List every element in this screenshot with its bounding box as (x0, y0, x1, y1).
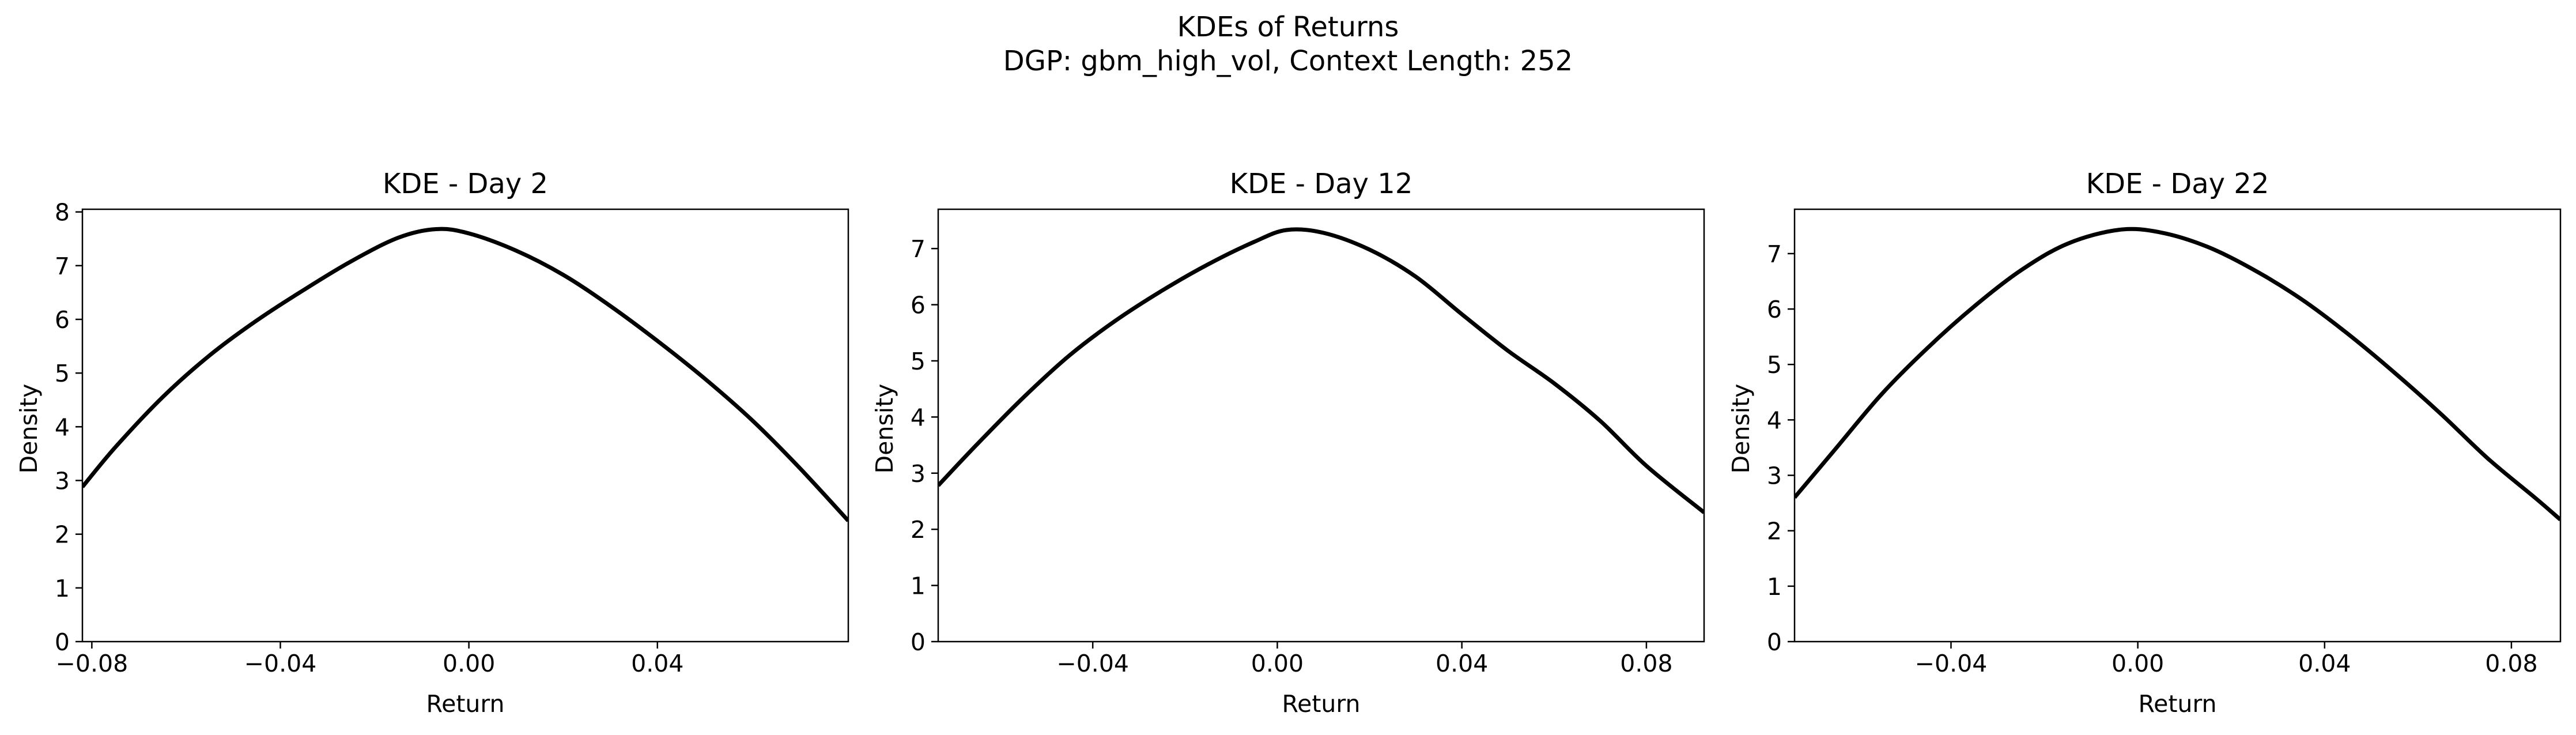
y-tick-label: 3 (55, 467, 70, 495)
y-tick-label: 6 (911, 292, 926, 319)
y-tick-label: 8 (55, 199, 70, 227)
y-tick-label: 3 (911, 460, 926, 488)
x-tick-label: 0.00 (2112, 650, 2164, 677)
kde-curve (938, 227, 1704, 514)
x-tick-label: −0.08 (56, 650, 129, 677)
x-tick-label: 0.00 (443, 650, 495, 677)
y-tick-label: 3 (1767, 462, 1782, 490)
figure-suptitle-line1: KDEs of Returns (1177, 11, 1399, 43)
y-tick-label: 7 (911, 235, 926, 263)
plot-frame (1793, 208, 2562, 643)
y-tick-label: 7 (1767, 240, 1782, 268)
x-tick-label: −0.04 (1915, 650, 1988, 677)
y-tick-label: 6 (55, 306, 70, 334)
x-tick-label: 0.04 (1436, 650, 1488, 677)
x-tick-label: 0.08 (2485, 650, 2537, 677)
y-tick-label: 0 (55, 628, 70, 656)
x-tick-label: 0.04 (2298, 650, 2351, 677)
y-tick-label: 2 (1767, 518, 1782, 545)
x-axis-label: Return (426, 690, 504, 718)
figure-suptitle-line2: DGP: gbm_high_vol, Context Length: 252 (1003, 45, 1573, 77)
plot-frame (81, 208, 849, 643)
y-tick-label: 5 (55, 360, 70, 387)
x-tick-label: 0.04 (631, 650, 683, 677)
panel-day-22: KDE - Day 22 Return Density −0.04 0.00 0.0… (1727, 168, 2562, 718)
x-axis-label: Return (2138, 690, 2216, 718)
plot-frame (937, 208, 1705, 643)
x-tick-label: −0.04 (244, 650, 317, 677)
kde-curve (82, 227, 848, 522)
x-axis-label: Return (1282, 690, 1360, 718)
y-tick-label: 7 (55, 252, 70, 280)
x-tick-label: 0.08 (1620, 650, 1672, 677)
y-tick-label: 4 (1767, 406, 1782, 434)
kde-curve (1795, 227, 2560, 522)
y-tick-label: 5 (911, 348, 926, 375)
panel-title: KDE - Day 22 (2086, 168, 2269, 200)
y-axis-label: Density (15, 384, 43, 474)
y-tick-label: 1 (1767, 573, 1782, 601)
y-tick-label: 4 (55, 413, 70, 441)
y-axis-label: Density (871, 384, 898, 474)
panel-title: KDE - Day 2 (383, 168, 548, 200)
y-tick-label: 0 (1767, 628, 1782, 656)
y-axis-label: Density (1727, 384, 1755, 474)
y-tick-label: 1 (911, 572, 926, 600)
panel-day-12: KDE - Day 12 Return Density −0.04 0.00 0.0… (871, 168, 1705, 718)
panel-day-2: KDE - Day 2 Return Density −0.08 −0.04 0.0… (15, 168, 849, 718)
panel-title: KDE - Day 12 (1230, 168, 1413, 200)
x-tick-label: −0.04 (1056, 650, 1129, 677)
x-tick-label: 0.00 (1251, 650, 1304, 677)
y-tick-label: 2 (911, 516, 926, 544)
y-tick-label: 4 (911, 404, 926, 431)
y-tick-label: 0 (911, 628, 926, 656)
y-tick-label: 2 (55, 521, 70, 549)
y-tick-label: 5 (1767, 351, 1782, 379)
y-tick-label: 6 (1767, 296, 1782, 323)
y-tick-label: 1 (55, 575, 70, 602)
